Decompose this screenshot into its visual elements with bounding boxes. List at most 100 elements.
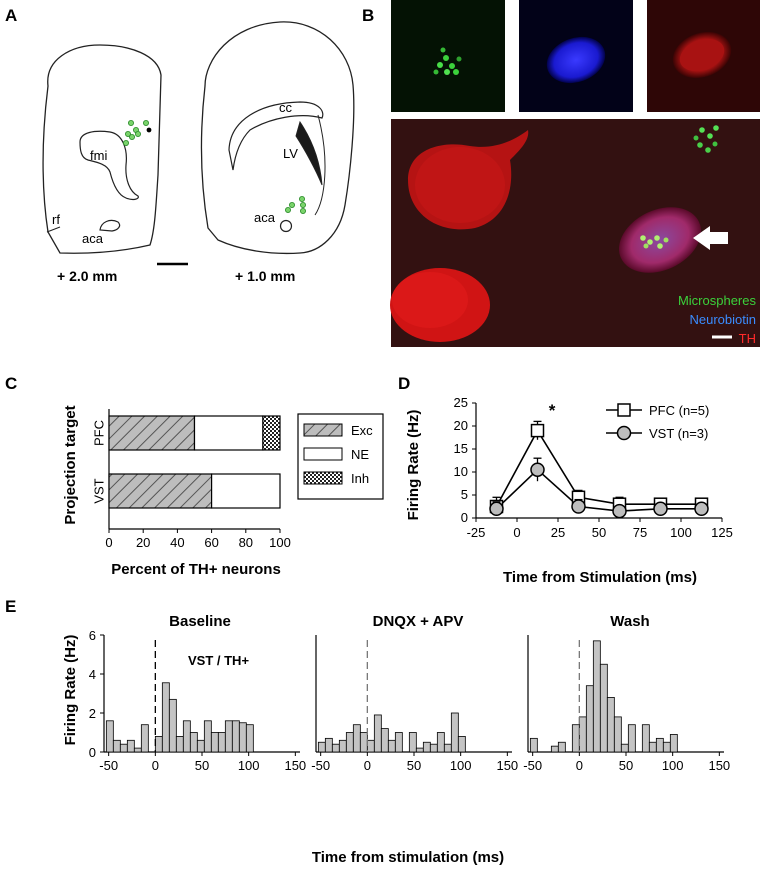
y-tick-label: 0 — [89, 745, 96, 760]
point-vst — [489, 501, 504, 517]
lv-ventricle — [295, 120, 323, 186]
neurobiotin-cell — [546, 36, 606, 84]
panel-c: C Projection target Percent of TH+ neuro… — [5, 374, 384, 578]
legend-c — [297, 413, 384, 500]
histogram-bar — [641, 724, 650, 753]
x-tick-label: 100 — [269, 535, 291, 550]
fmi-outline — [79, 130, 139, 201]
histogram-bar — [571, 724, 580, 753]
x-tick-label: 50 — [195, 758, 209, 773]
histogram-bar — [112, 739, 121, 753]
histogram-bar — [210, 732, 219, 753]
x-tick-label: 0 — [513, 525, 520, 540]
microsphere-dot — [284, 206, 291, 213]
legend-marker-pfc — [617, 403, 631, 417]
legend-label-inh: Inh — [351, 471, 369, 486]
bar-exc-vst — [108, 473, 213, 509]
x-tick-label: 100 — [450, 758, 472, 773]
y-tick-label: 6 — [89, 628, 96, 643]
histogram-bar — [457, 736, 466, 753]
x-tick-label: 80 — [239, 535, 253, 550]
histogram-bar — [387, 739, 396, 753]
x-tick-label: 100 — [670, 525, 692, 540]
x-tick-label: 0 — [105, 535, 112, 550]
histogram-bar — [443, 743, 452, 753]
microsphere-dot — [298, 195, 305, 202]
histogram-bar — [317, 741, 326, 753]
y-tick-label: 2 — [89, 706, 96, 721]
x-tick-label: 0 — [364, 758, 371, 773]
aca-outline-1 — [99, 219, 121, 232]
histogram-bar — [429, 743, 438, 753]
legend-th: TH — [739, 331, 756, 346]
label-aca-2: aca — [254, 210, 276, 225]
y-axis-title-d: Firing Rate (Hz) — [405, 410, 422, 521]
legend-swatch-exc — [303, 423, 343, 437]
label-fmi: fmi — [90, 148, 107, 163]
histogram-title: Wash — [610, 613, 649, 630]
x-tick-label: 150 — [708, 758, 730, 773]
histogram-bar — [550, 745, 559, 753]
significance-star: * — [549, 401, 556, 420]
microsphere-dot — [299, 207, 306, 214]
point-vst — [530, 462, 545, 477]
histogram-bar — [592, 640, 601, 753]
x-tick-label: -50 — [523, 758, 542, 773]
histogram-bar — [578, 716, 587, 753]
histogram-bar — [599, 663, 608, 753]
histogram-wash: -50 0 50 100 150 Wash — [523, 613, 730, 773]
brain-section-outline-2 — [200, 21, 355, 255]
aca-outline-2 — [279, 219, 293, 233]
histogram-bar — [606, 697, 615, 753]
histogram-bar — [627, 724, 636, 753]
x-tick-label: 40 — [170, 535, 184, 550]
histogram-bar — [359, 732, 368, 753]
histogram-bar — [655, 737, 664, 753]
histogram-bar — [585, 685, 594, 753]
section-label-1: + 2.0 mm — [57, 268, 117, 284]
histogram-bar — [105, 720, 114, 753]
histogram-bar — [352, 724, 361, 753]
histogram-bar — [203, 720, 212, 753]
x-tick-label: 100 — [662, 758, 684, 773]
y-tick-label: 15 — [454, 441, 468, 456]
y-axis-title-c: Projection target — [62, 405, 79, 524]
label-aca-1: aca — [82, 231, 104, 246]
legend-label-pfc: PFC (n=5) — [649, 403, 709, 418]
panel-letter-a: A — [5, 6, 17, 25]
category-label: PFC — [91, 420, 106, 446]
panel-a: A fmi rf aca + 2.0 mm cc LV aca + 1.0 — [5, 6, 355, 284]
microsphere-dot — [125, 130, 132, 137]
histogram-bar — [231, 720, 240, 753]
y-tick-label: 25 — [454, 395, 468, 410]
histogram-bar — [394, 732, 403, 753]
x-tick-label: 0 — [576, 758, 583, 773]
y-tick-label: 10 — [454, 464, 468, 479]
histogram-bar — [366, 739, 375, 753]
histogram-bar — [669, 734, 678, 753]
x-tick-label: 150 — [284, 758, 306, 773]
legend-swatch-inh — [303, 471, 343, 485]
x-tick-label: 50 — [407, 758, 421, 773]
panel-e: E Firing Rate (Hz) Time from stimulation… — [5, 597, 730, 866]
histogram-bar — [648, 741, 657, 753]
label-lv: LV — [283, 146, 298, 161]
histogram-bar — [529, 737, 538, 753]
arrow-icon — [693, 226, 728, 250]
x-tick-label: 100 — [238, 758, 260, 773]
legend-label-ne: NE — [351, 447, 369, 462]
microsphere-dot — [142, 120, 149, 127]
x-tick-label: -50 — [311, 758, 330, 773]
histogram-bar — [238, 722, 247, 753]
legend-swatch-ne — [303, 447, 343, 461]
point-vst — [612, 503, 627, 519]
label-rf: rf — [52, 212, 60, 227]
histogram-bar — [450, 712, 459, 753]
histogram-bar — [245, 724, 254, 753]
y-tick-label: 4 — [89, 667, 96, 682]
histogram-title: DNQX + APV — [373, 613, 464, 630]
microsphere-dot — [123, 139, 130, 146]
microsphere-dot — [128, 133, 135, 140]
